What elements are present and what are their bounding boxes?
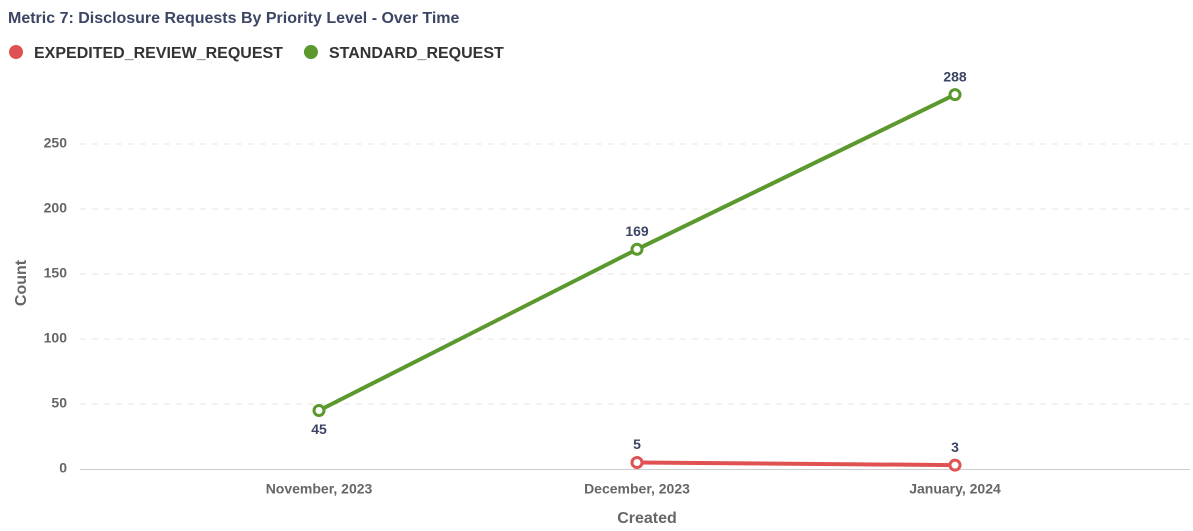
- legend-label: STANDARD_REQUEST: [329, 45, 504, 62]
- y-tick-label: 100: [44, 330, 68, 346]
- x-tick-label: January, 2024: [909, 481, 1001, 497]
- x-tick-label: November, 2023: [266, 481, 373, 497]
- x-tick-label: December, 2023: [584, 481, 690, 497]
- y-tick-label: 250: [44, 135, 68, 151]
- legend-marker: [9, 45, 23, 59]
- y-tick-label: 0: [59, 460, 67, 476]
- point: [948, 458, 962, 472]
- y-tick-label: 50: [51, 395, 67, 411]
- x-axis-label: Created: [617, 510, 677, 527]
- y-tick-label: 150: [44, 265, 68, 281]
- point: [630, 242, 644, 256]
- data-label: 169: [625, 223, 649, 239]
- point: [630, 456, 644, 469]
- series-line: [636, 460, 956, 468]
- legend-marker: [303, 45, 318, 59]
- data-label: 5: [633, 436, 641, 452]
- data-label: 288: [943, 68, 967, 84]
- legend-label: EXPEDITED_REVIEW_REQUEST: [34, 45, 283, 62]
- y-axis-label: Count: [13, 259, 30, 306]
- data-label: 45: [311, 421, 327, 437]
- y-tick-label: 200: [44, 200, 68, 216]
- data-label: 3: [951, 439, 959, 455]
- point: [948, 88, 962, 102]
- point: [312, 404, 326, 417]
- chart-title: Metric 7: Disclosure Requests By Priorit…: [8, 10, 460, 27]
